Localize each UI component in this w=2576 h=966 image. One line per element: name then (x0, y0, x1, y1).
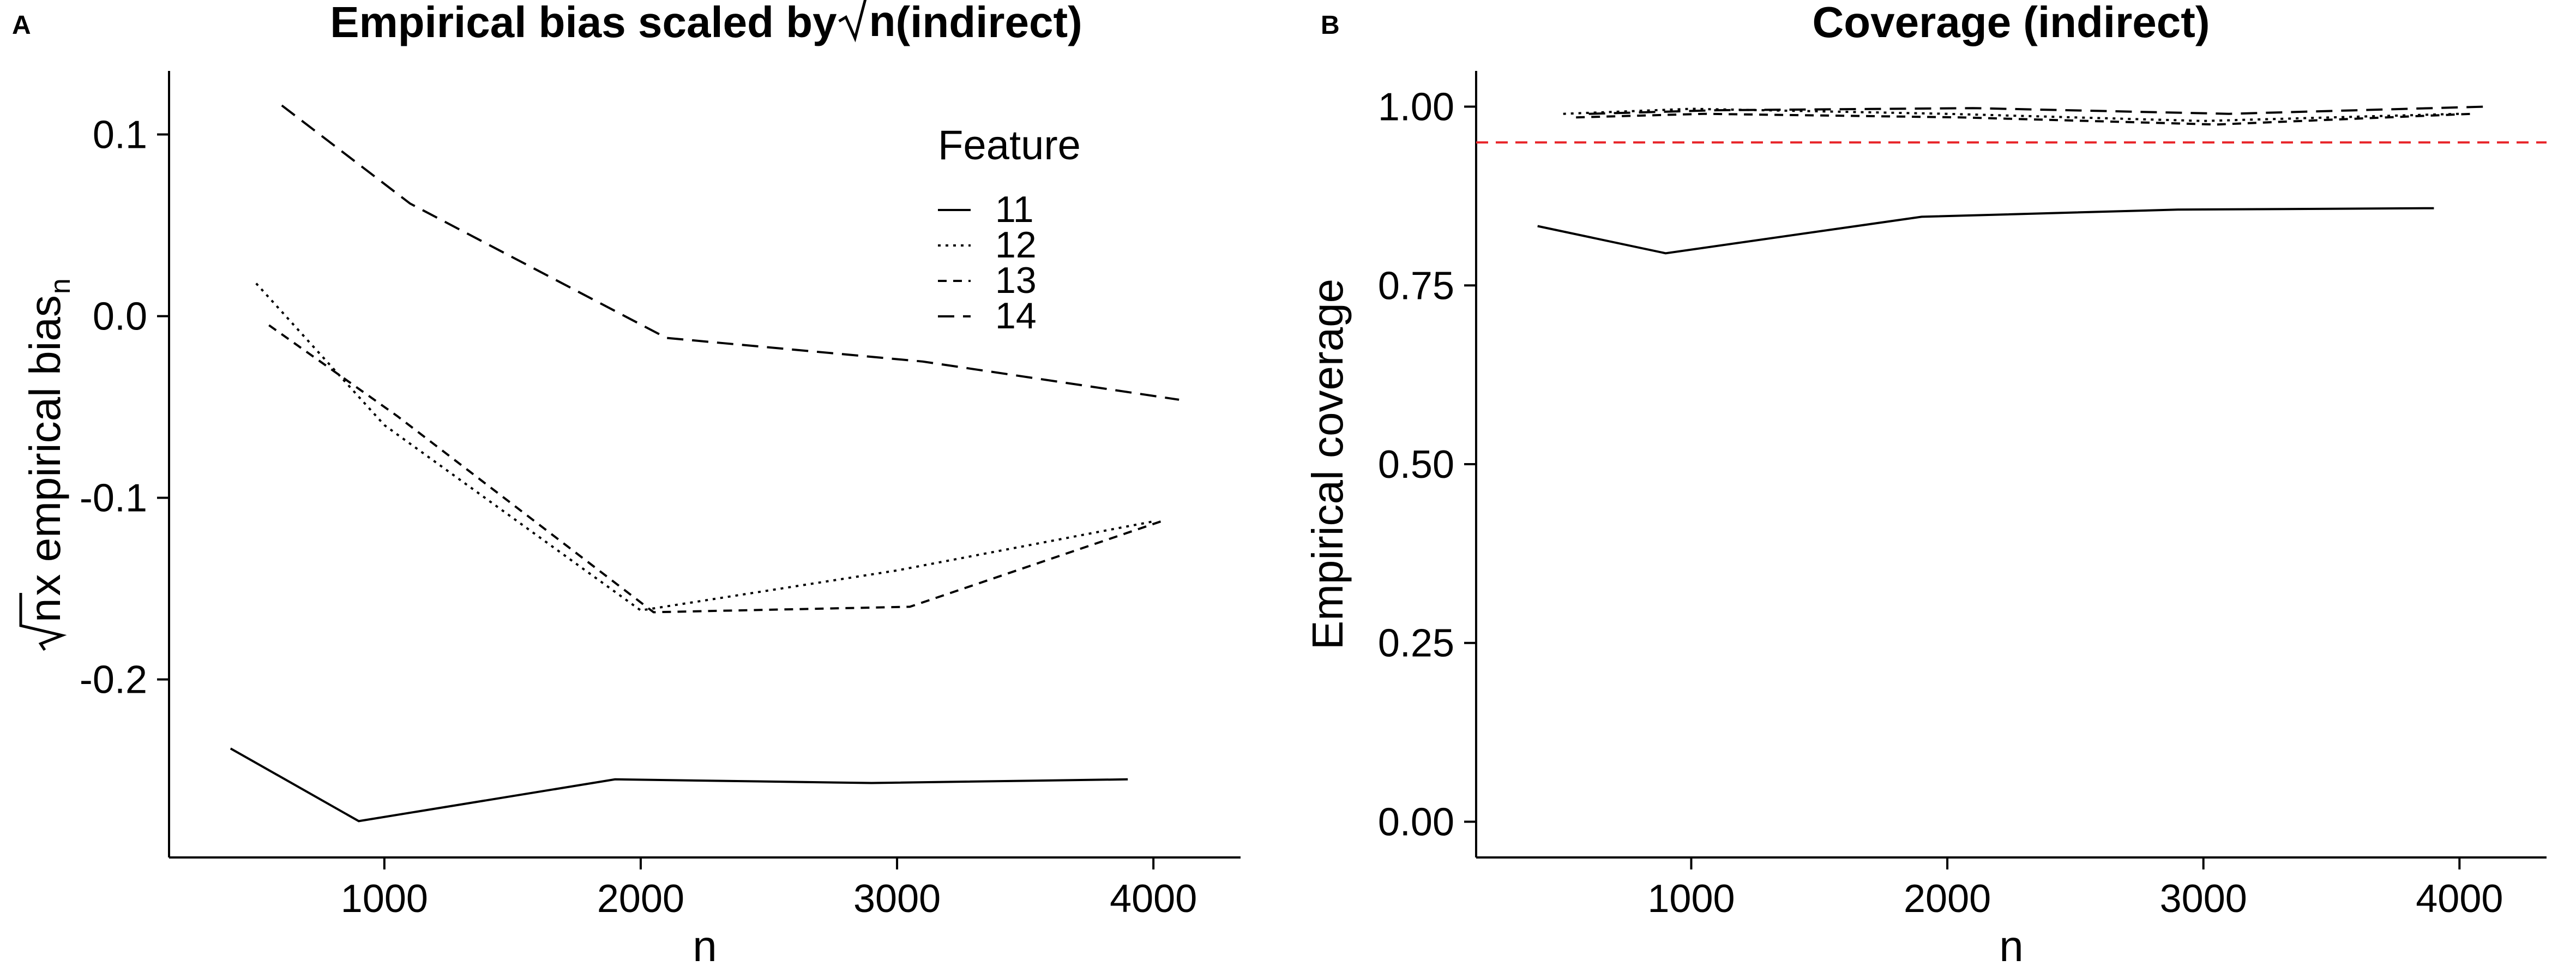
series-line-13 (268, 324, 1167, 614)
legend-label: 12 (995, 224, 1037, 266)
x-tick-label: 1000 (341, 877, 428, 921)
x-tick-label: 2000 (597, 877, 684, 921)
panel-tag: B (1321, 11, 1340, 40)
x-tick-label: 1000 (1647, 877, 1735, 921)
y-tick-label: -0.1 (80, 477, 147, 520)
series-line-11 (230, 747, 1128, 823)
legend-label: 11 (995, 189, 1034, 230)
y-tick-label: -0.2 (80, 658, 147, 702)
series-line-14 (281, 104, 1179, 401)
series-line-13 (1576, 112, 2472, 126)
ylabel-sqrt: n (19, 592, 69, 651)
y-tick-label: 0.50 (1378, 443, 1454, 487)
series-line-12 (1563, 107, 2460, 122)
y-axis-title-main: x empirical bias (21, 295, 69, 596)
chart-title: Coverage (indirect) (1812, 0, 2210, 46)
chart-title: Empirical bias scaled by n (indirect) (330, 0, 1082, 46)
x-tick-label: 4000 (2416, 877, 2503, 921)
y-axis-title-subscript: n (45, 278, 76, 294)
x-tick-label: 2000 (1904, 877, 1991, 921)
x-axis-title: n (1999, 922, 2024, 966)
ylabel-sqrt-argument: n (21, 598, 69, 622)
x-tick-label: 4000 (1110, 877, 1197, 921)
y-tick-label: 0.75 (1378, 264, 1454, 308)
chart-title-suffix: (indirect) (895, 0, 1082, 46)
y-tick-label: 0.1 (93, 113, 147, 157)
y-tick-label: 0.00 (1378, 800, 1454, 844)
legend-label: 13 (995, 260, 1037, 301)
series-line-14 (1588, 105, 2485, 115)
legend-label: 14 (995, 295, 1037, 337)
y-tick-label: 0.25 (1378, 622, 1454, 665)
panel-b: B Coverage (indirect) 1000 2000 3000 4000 0.00… (1303, 0, 2547, 966)
chart-title-prefix: Empirical bias scaled by (330, 0, 837, 46)
y-tick-label: 1.00 (1378, 86, 1454, 129)
y-tick-label: 0.0 (93, 295, 147, 339)
panel-a: A Empirical bias scaled by n (indirect) 10… (12, 0, 1241, 966)
title-sqrt-argument: n (869, 0, 896, 45)
title-sqrt: n (838, 0, 896, 45)
x-tick-label: 3000 (853, 877, 941, 921)
legend-title: Feature (938, 122, 1081, 169)
y-axis-title: Empirical coverage (1303, 279, 1352, 650)
panel-tag: A (12, 11, 31, 40)
x-tick-label: 3000 (2160, 877, 2247, 921)
series-line-11 (1537, 207, 2434, 255)
x-axis-title: n (693, 922, 717, 966)
